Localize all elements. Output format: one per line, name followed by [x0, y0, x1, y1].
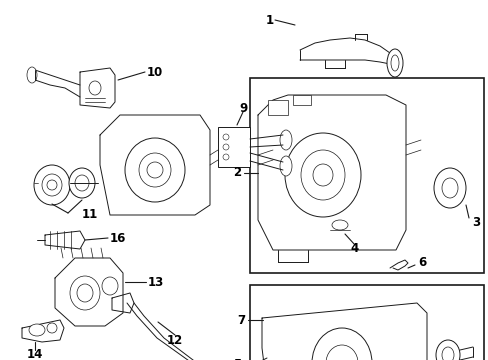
Ellipse shape	[125, 138, 184, 202]
Ellipse shape	[223, 144, 228, 150]
Ellipse shape	[435, 340, 459, 360]
Ellipse shape	[34, 165, 70, 205]
Text: 6: 6	[417, 256, 426, 269]
Text: 7: 7	[236, 314, 244, 327]
Text: 5: 5	[232, 359, 241, 360]
Ellipse shape	[70, 276, 100, 310]
Ellipse shape	[441, 178, 457, 198]
Text: 4: 4	[350, 242, 358, 255]
Text: 11: 11	[81, 208, 98, 221]
Ellipse shape	[47, 323, 57, 333]
Ellipse shape	[77, 284, 93, 302]
Bar	[292, 95, 310, 105]
Ellipse shape	[311, 328, 371, 360]
Bar	[249, 285, 483, 360]
Ellipse shape	[312, 164, 332, 186]
Ellipse shape	[27, 67, 37, 83]
Ellipse shape	[139, 153, 171, 187]
Ellipse shape	[29, 324, 45, 336]
Ellipse shape	[89, 81, 101, 95]
Text: 13: 13	[148, 275, 164, 288]
Text: 10: 10	[147, 66, 163, 78]
Bar	[249, 78, 483, 273]
Ellipse shape	[285, 133, 360, 217]
Text: 9: 9	[238, 102, 246, 114]
Text: 16: 16	[110, 231, 126, 244]
Ellipse shape	[433, 168, 465, 208]
Ellipse shape	[147, 162, 163, 178]
Ellipse shape	[42, 174, 62, 196]
Ellipse shape	[102, 277, 118, 295]
Text: 1: 1	[265, 13, 273, 27]
Ellipse shape	[47, 180, 57, 190]
Text: 12: 12	[166, 333, 183, 346]
Ellipse shape	[280, 130, 291, 150]
Ellipse shape	[386, 49, 402, 77]
Ellipse shape	[390, 55, 398, 71]
Ellipse shape	[331, 220, 347, 230]
Ellipse shape	[223, 154, 228, 160]
Ellipse shape	[325, 345, 357, 360]
Ellipse shape	[223, 134, 228, 140]
Ellipse shape	[69, 168, 95, 198]
Ellipse shape	[301, 150, 345, 200]
Text: 2: 2	[232, 166, 241, 180]
Bar	[218, 127, 249, 167]
Ellipse shape	[280, 156, 291, 176]
Text: 14: 14	[27, 348, 43, 360]
Ellipse shape	[75, 175, 89, 191]
Text: 3: 3	[471, 216, 479, 229]
Ellipse shape	[441, 347, 453, 360]
Bar	[267, 100, 287, 115]
